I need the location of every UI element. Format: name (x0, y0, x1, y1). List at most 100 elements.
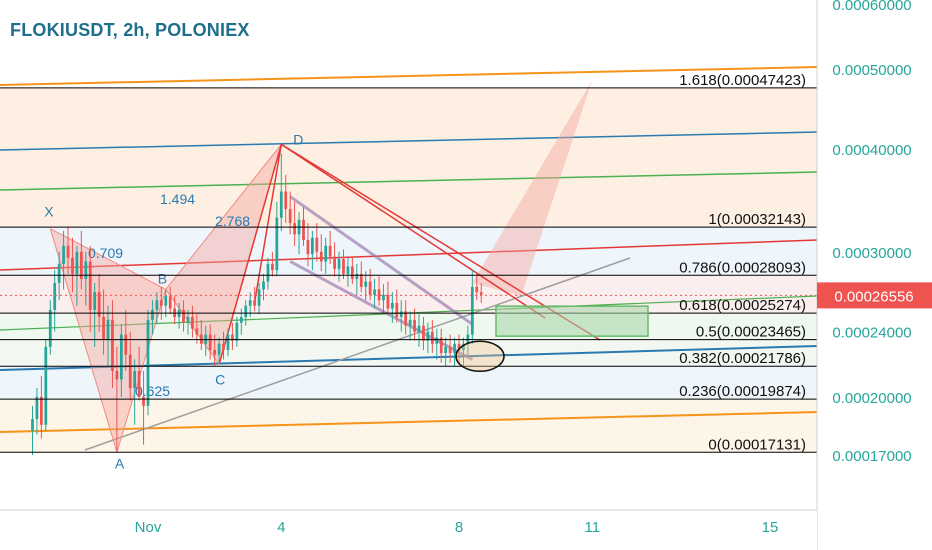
candle-body (475, 286, 479, 293)
candle-body (395, 302, 399, 318)
candle-body (293, 223, 296, 235)
candle-body (435, 337, 439, 344)
candle-body (453, 343, 456, 354)
candle-body (71, 257, 74, 274)
time-axis-bg[interactable] (0, 510, 817, 550)
overlay-shapes (0, 294, 817, 373)
candle-body (208, 334, 212, 350)
fib-band (0, 227, 817, 276)
pattern-point-label: B (158, 270, 167, 286)
candle-body (315, 237, 319, 252)
ray-from-d-2 (280, 143, 546, 319)
candle-body (164, 296, 168, 306)
candle-body (199, 334, 203, 344)
candle-body (128, 354, 132, 389)
candle-body (422, 325, 425, 341)
current-price-label: 0.00026556 (834, 288, 913, 305)
pattern-edge (49, 228, 118, 453)
candle-body (75, 251, 79, 274)
fib-band (0, 399, 817, 453)
fib-band (0, 275, 817, 314)
fib-levels: 1.618(0.00047423) 1(0.00032143) 0.786(0.00… (0, 72, 817, 453)
candle-body (213, 349, 217, 355)
candle-body (115, 370, 119, 380)
candle-body (39, 396, 43, 425)
candle-body (279, 191, 283, 218)
pattern-ratio-label: 0.709 (88, 245, 123, 261)
candle-body (359, 273, 363, 287)
candle-body (288, 209, 292, 224)
candle-body (470, 286, 474, 335)
fib-band (0, 366, 817, 400)
candle-body (399, 311, 403, 318)
candle-body (182, 309, 185, 323)
candle-body (48, 309, 52, 347)
fib-level-label: 1.618(0.00047423) (679, 72, 806, 89)
candle-body (324, 245, 328, 262)
candle-body (355, 273, 359, 280)
pattern-edge (50, 228, 167, 290)
candle-body (66, 245, 70, 258)
candle-body (226, 334, 230, 350)
time-tick-label: 15 (762, 519, 779, 536)
channel-line-orange-bottom (0, 411, 818, 433)
candle-body (413, 319, 416, 332)
candle-body (302, 219, 305, 241)
candle-body (137, 370, 141, 397)
channel-line-blue-top (0, 131, 818, 151)
candle-body (364, 281, 368, 287)
fib-level-label: 1(0.00032143) (708, 211, 806, 228)
price-tick-label: 0.00040000 (832, 142, 911, 159)
candle-body (62, 245, 65, 264)
fib-level-label: 0.382(0.00021786) (679, 350, 806, 367)
time-tick-label: 8 (455, 519, 463, 536)
pattern-point-label: C (215, 371, 225, 387)
candle-body (404, 311, 408, 326)
candle-body (191, 317, 194, 329)
candle-body (439, 337, 443, 354)
candle-body (417, 325, 421, 332)
candle-body (382, 294, 385, 301)
candle-body (444, 346, 448, 354)
fib-band (0, 87, 817, 228)
candle-body (426, 331, 430, 341)
price-tick-label: 0.00017000 (832, 448, 911, 465)
highlight-ellipse (455, 340, 505, 373)
candle-body (306, 240, 310, 255)
candle-body (328, 245, 332, 257)
descending-channel-top (289, 195, 474, 326)
pattern-triangle-bcd (165, 144, 282, 365)
candle-body (119, 334, 123, 380)
channel-line-orange-top (0, 66, 818, 86)
candle-body (377, 289, 381, 301)
price-tick-label: 0.00030000 (832, 245, 911, 262)
candle-body (333, 256, 336, 269)
price-axis-bg[interactable] (817, 0, 932, 550)
pattern-ratio-label: 2.768 (215, 213, 250, 229)
candle-body (346, 266, 350, 274)
candle-body (97, 292, 101, 318)
fib-band (0, 339, 817, 367)
candle-body (337, 259, 341, 269)
candle-body (204, 334, 208, 344)
candle-body (93, 292, 97, 310)
candle-body (111, 319, 114, 371)
candle-body (35, 396, 39, 419)
pattern-point-label: D (293, 131, 303, 147)
candle-body (146, 319, 150, 406)
candle-body (244, 305, 248, 318)
candle-body (368, 281, 372, 295)
candle-body (275, 217, 279, 271)
channel-line-green-top (0, 171, 818, 191)
candle-body (159, 300, 163, 306)
candle-body (457, 343, 461, 350)
candle-body (462, 343, 465, 350)
candle-body (319, 251, 323, 262)
candle-body (248, 300, 252, 306)
candle-body (231, 334, 234, 341)
price-tick-label: 0.00024000 (832, 325, 911, 342)
candle-body (466, 334, 470, 344)
fib-level-label: 0.5(0.00023465) (696, 324, 806, 341)
price-tick-label: 0.00050000 (832, 62, 911, 79)
